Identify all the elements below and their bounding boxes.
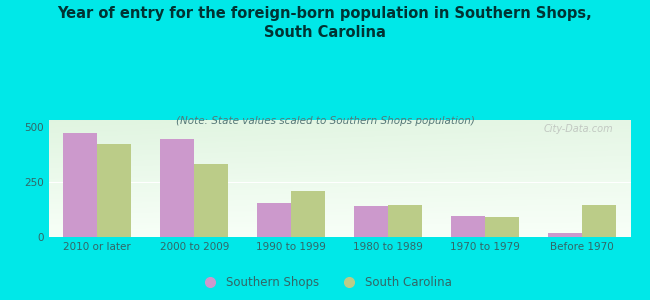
Bar <box>548 232 582 237</box>
Text: (Note: State values scaled to Southern Shops population): (Note: State values scaled to Southern S… <box>176 116 474 125</box>
Bar <box>63 133 98 237</box>
Legend: Southern Shops, South Carolina: Southern Shops, South Carolina <box>193 272 457 294</box>
Bar <box>582 205 616 237</box>
Text: City-Data.com: City-Data.com <box>543 124 613 134</box>
Bar <box>354 206 388 237</box>
Bar <box>161 139 194 237</box>
Bar <box>98 144 131 237</box>
Bar <box>388 205 422 237</box>
Text: Year of entry for the foreign-born population in Southern Shops,
South Carolina: Year of entry for the foreign-born popul… <box>58 6 592 40</box>
Bar <box>194 164 228 237</box>
Bar <box>485 217 519 237</box>
Bar <box>451 216 485 237</box>
Bar <box>257 203 291 237</box>
Bar <box>291 190 325 237</box>
